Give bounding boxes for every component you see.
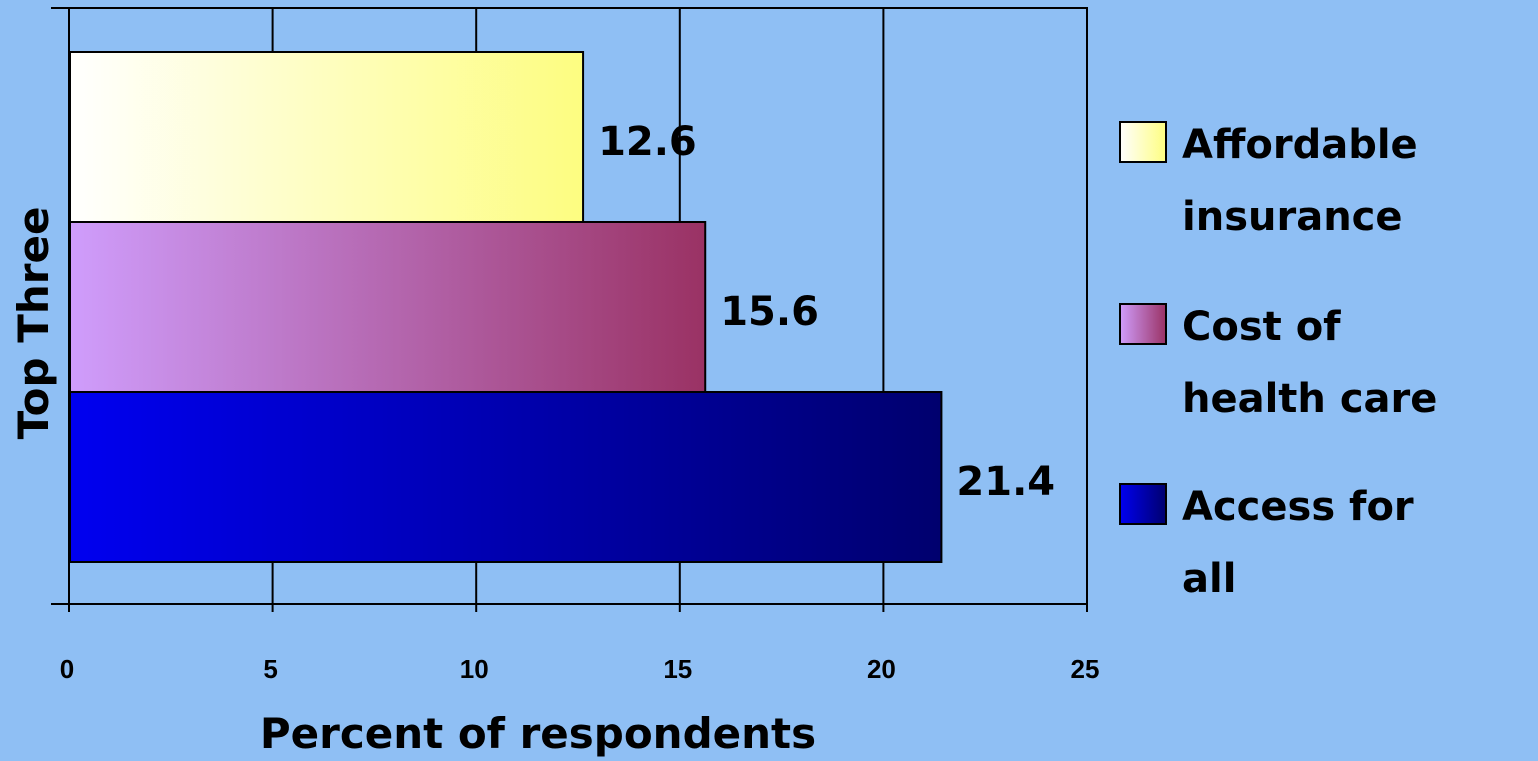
x-tick-label: 5	[263, 654, 277, 684]
bar-access-for-all	[69, 391, 943, 563]
x-axis-title: Percent of respondents	[260, 709, 816, 758]
y-axis-title: Top Three	[9, 207, 58, 440]
x-tick-label: 10	[460, 654, 489, 684]
x-tick-label: 20	[867, 654, 896, 684]
legend: Affordable insurance Cost of health care Acc…	[1119, 121, 1437, 602]
legend-swatch	[1119, 121, 1167, 163]
x-tick-label: 15	[663, 654, 692, 684]
legend-swatch	[1119, 303, 1167, 345]
bar-cost-of-health-care	[69, 221, 707, 393]
data-label: 15.6	[720, 289, 819, 335]
x-tick-label: 0	[60, 654, 74, 684]
legend-label: Access for	[1182, 484, 1414, 530]
legend-label: Affordable	[1182, 122, 1418, 168]
x-tick-label: 25	[1071, 654, 1100, 684]
legend-label: all	[1182, 556, 1236, 602]
legend-label: health care	[1182, 376, 1437, 422]
data-label: 12.6	[598, 119, 697, 165]
legend-swatch	[1119, 483, 1167, 525]
x-tick-labels: 0 5 10 15 20 25	[60, 654, 1100, 684]
bars	[69, 51, 943, 563]
bar-affordable-insurance	[69, 51, 585, 223]
legend-label: Cost of	[1182, 304, 1341, 350]
legend-label: insurance	[1182, 194, 1403, 240]
data-label: 21.4	[956, 459, 1055, 505]
data-labels: 12.6 15.6 21.4	[598, 119, 1055, 505]
